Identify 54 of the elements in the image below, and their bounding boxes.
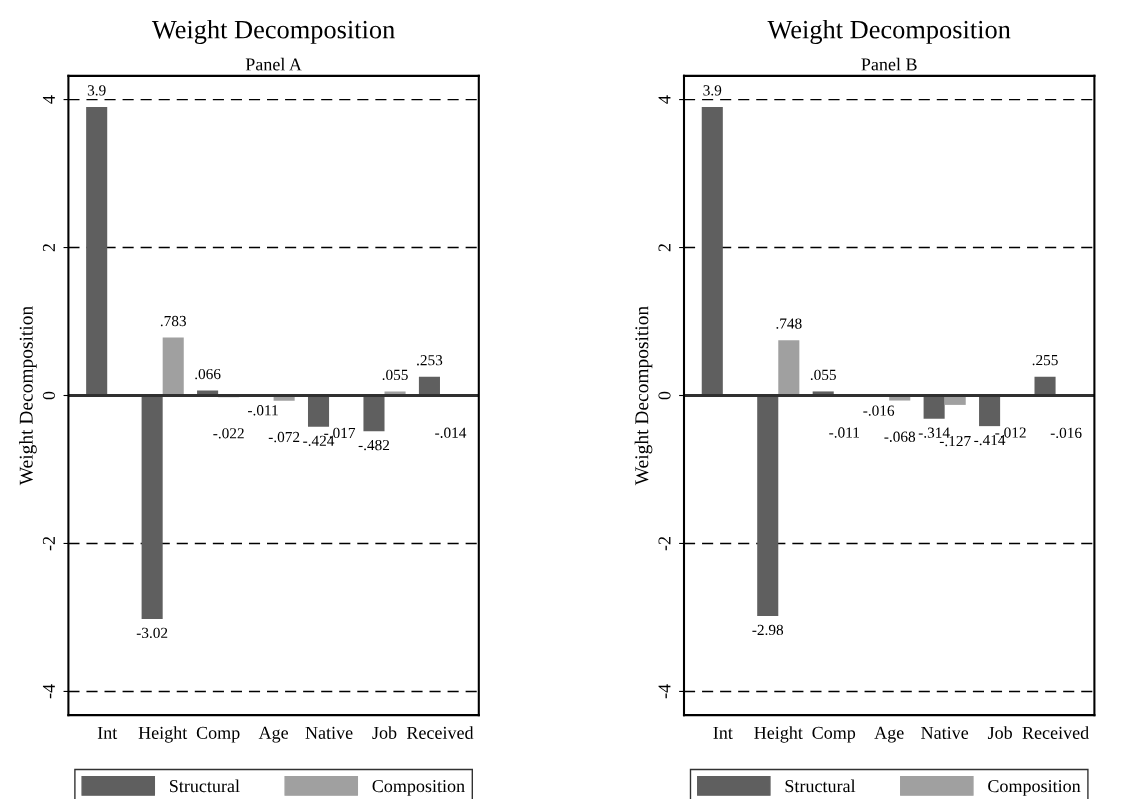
- chart-subtitle: Panel B: [861, 57, 917, 71]
- data-label: 3.9: [703, 85, 722, 96]
- y-tick-label: -4: [658, 684, 671, 699]
- data-label: -2.98: [752, 624, 784, 636]
- y-tick-label: 0: [658, 391, 671, 400]
- data-label: -3.02: [136, 627, 168, 639]
- y-tick-label: -2: [658, 536, 671, 551]
- chart-title: Weight Decomposition: [767, 19, 1011, 44]
- y-tick-label: 4: [42, 95, 55, 104]
- data-label: -.022: [213, 428, 244, 439]
- chart-title: Weight Decomposition: [151, 19, 395, 44]
- y-tick-label: 0: [42, 391, 56, 400]
- chart-subtitle: Panel A: [245, 57, 302, 71]
- legend-label: Composition: [988, 780, 1081, 796]
- legend-label: Structural: [785, 779, 856, 793]
- x-tick-label: Age: [258, 726, 289, 743]
- y-axis-title: Weight Decomposition: [19, 306, 37, 486]
- data-label: 3.9: [87, 85, 106, 96]
- x-tick-label: Height: [754, 726, 803, 743]
- x-tick-label: Height: [138, 726, 188, 743]
- data-label: .066: [195, 368, 221, 380]
- y-axis-title: Weight Decomposition: [634, 306, 653, 486]
- y-tick-label: 2: [658, 244, 671, 252]
- x-tick-label: Int: [713, 726, 733, 739]
- data-label: -.072: [268, 431, 300, 443]
- data-label: .055: [382, 369, 408, 381]
- x-tick-label: Native: [305, 726, 353, 739]
- data-label: -.011: [829, 427, 859, 438]
- data-label: .255: [1032, 354, 1058, 366]
- x-tick-label: Comp: [196, 726, 240, 743]
- y-tick-label: -2: [42, 536, 55, 551]
- data-label: .748: [776, 318, 802, 329]
- x-tick-label: Received: [1022, 726, 1089, 739]
- data-label: -.068: [884, 431, 916, 442]
- x-tick-label: Job: [987, 726, 1012, 739]
- x-tick-label: Age: [874, 726, 904, 743]
- data-label: -.482: [358, 439, 390, 451]
- y-tick-label: 2: [42, 244, 55, 252]
- legend-label: Structural: [169, 779, 240, 793]
- x-tick-label: Comp: [812, 726, 856, 743]
- data-label: .055: [810, 369, 836, 381]
- data-label: -.016: [863, 405, 895, 416]
- x-tick-label: Job: [372, 726, 397, 739]
- legend-label: Composition: [372, 780, 465, 796]
- x-tick-label: Received: [406, 726, 474, 739]
- data-label: -.016: [1050, 427, 1082, 439]
- x-tick-label: Int: [97, 726, 118, 739]
- x-tick-label: Native: [921, 726, 969, 739]
- data-label: -.014: [435, 427, 467, 438]
- data-label: .783: [160, 315, 186, 327]
- data-label: .253: [417, 355, 443, 366]
- data-label: -.011: [248, 405, 278, 416]
- y-tick-label: 4: [658, 95, 671, 104]
- y-tick-label: -4: [42, 684, 55, 699]
